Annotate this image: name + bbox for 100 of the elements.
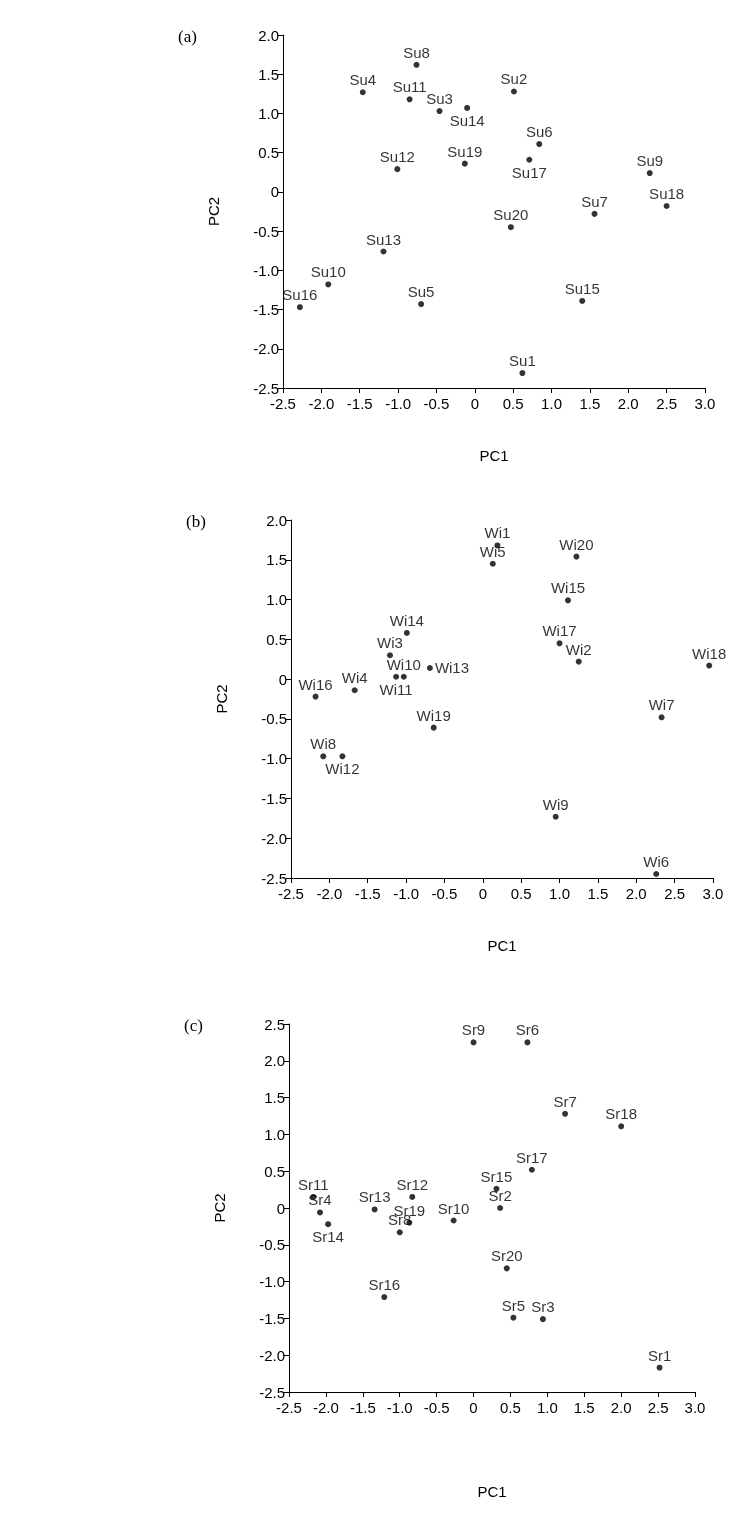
data-label: Su20 xyxy=(493,206,529,224)
point xyxy=(618,1123,625,1130)
data-label: Su10 xyxy=(310,263,346,281)
point xyxy=(562,1110,569,1117)
y-tick-label: 1.5 xyxy=(264,1089,285,1107)
y-tick-label: -0.5 xyxy=(259,1236,285,1254)
point xyxy=(519,370,526,377)
chart-title: (a) xyxy=(178,27,197,46)
data-label: Sr15 xyxy=(480,1167,513,1185)
data-label: Wi2 xyxy=(565,640,592,658)
y-axis-title: PC2 xyxy=(205,196,222,227)
point xyxy=(552,813,559,820)
x-tick-label: -2.0 xyxy=(312,1399,339,1416)
y-tick-label: -1.0 xyxy=(253,261,279,279)
point xyxy=(510,1314,517,1321)
x-tick-label: 3.0 xyxy=(694,395,716,412)
data-label: Wi15 xyxy=(550,579,586,597)
y-tick-label: -2.0 xyxy=(253,340,279,358)
point xyxy=(359,89,366,96)
point xyxy=(406,96,413,103)
data-label: Sr7 xyxy=(553,1092,577,1110)
x-tick-label: 2.5 xyxy=(647,1399,669,1416)
data-label: Sr11 xyxy=(298,1175,329,1193)
point xyxy=(591,210,598,217)
data-label: Sr16 xyxy=(368,1276,401,1294)
x-tick-label: -1.0 xyxy=(393,885,420,902)
y-tick-label: 2.5 xyxy=(264,1015,285,1033)
x-tick-label: 2.5 xyxy=(656,395,678,412)
y-tick-label: -1.5 xyxy=(259,1309,285,1327)
data-label: Wi14 xyxy=(389,611,424,629)
point xyxy=(464,104,471,111)
data-label: Su9 xyxy=(636,152,664,170)
y-tick-label: 0 xyxy=(278,670,287,688)
data-label: Sr4 xyxy=(308,1191,332,1209)
data-label: Su14 xyxy=(449,111,485,129)
data-label: Wi3 xyxy=(377,634,403,652)
data-label: Wi4 xyxy=(341,669,368,687)
y-tick-label: 0.5 xyxy=(258,144,279,162)
data-label: Su13 xyxy=(365,230,402,248)
x-tick-label: -1.5 xyxy=(354,885,381,902)
point xyxy=(658,714,665,721)
data-label: Sr12 xyxy=(396,1175,429,1193)
point xyxy=(351,687,358,694)
x-tick-label: 0 xyxy=(470,395,479,412)
point xyxy=(430,724,437,731)
x-tick-label: 1.0 xyxy=(541,395,562,412)
x-tick-label: 0.5 xyxy=(500,1399,521,1416)
y-tick-label: 0.5 xyxy=(264,1162,285,1180)
y-tick-label: 0 xyxy=(276,1199,285,1217)
x-tick-label: -2.0 xyxy=(316,885,343,902)
y-tick-label: -2.5 xyxy=(261,869,287,887)
y-tick-label: 2.0 xyxy=(258,26,279,44)
point xyxy=(450,1217,457,1224)
data-label: Wi1 xyxy=(484,524,511,542)
x-axis-title: PC1 xyxy=(477,1483,507,1500)
x-tick-label: -0.5 xyxy=(431,885,458,902)
point xyxy=(573,553,580,560)
point xyxy=(536,141,543,148)
y-tick-label: 2.0 xyxy=(264,1052,285,1070)
point xyxy=(381,1294,388,1301)
x-tick-label: 2.5 xyxy=(664,885,686,902)
y-tick-label: -0.5 xyxy=(261,710,287,728)
y-tick-label: 2.0 xyxy=(266,511,287,529)
data-label: Su12 xyxy=(379,148,415,166)
data-label: Sr6 xyxy=(515,1021,540,1039)
point xyxy=(296,304,303,311)
data-label: Wi8 xyxy=(310,735,337,753)
point xyxy=(579,297,586,304)
y-tick-label: 1.5 xyxy=(266,551,287,569)
data-label: Su2 xyxy=(500,70,528,88)
data-label: Wi5 xyxy=(479,542,506,560)
data-label: Wi7 xyxy=(648,696,675,714)
y-tick-label: -2.5 xyxy=(259,1383,285,1401)
data-label: Sr20 xyxy=(490,1247,523,1265)
y-tick-label: -1.5 xyxy=(261,789,287,807)
x-tick-label: -1.0 xyxy=(386,1399,413,1416)
x-tick-label: 0 xyxy=(478,885,487,902)
point xyxy=(320,753,327,760)
point xyxy=(706,662,713,669)
data-label: Su15 xyxy=(564,279,600,297)
y-tick-label: -0.5 xyxy=(253,222,279,240)
y-axis-title: PC2 xyxy=(213,684,230,714)
point xyxy=(403,629,410,636)
x-tick-label: 0.5 xyxy=(510,885,532,902)
x-axis-title: PC1 xyxy=(487,937,517,954)
point xyxy=(371,1206,378,1213)
point xyxy=(393,673,400,680)
x-tick-label: 2.0 xyxy=(610,1399,632,1416)
point xyxy=(418,301,425,308)
point xyxy=(539,1316,546,1323)
data-label: Wi16 xyxy=(298,675,333,693)
data-label: Sr10 xyxy=(437,1199,470,1217)
point xyxy=(396,1229,403,1236)
x-tick-label: 2.0 xyxy=(617,395,639,412)
data-label: Sr1 xyxy=(647,1346,672,1364)
x-tick-label: -1.0 xyxy=(385,395,412,412)
data-label: Sr9 xyxy=(461,1021,486,1039)
y-tick-label: -1.5 xyxy=(253,301,279,319)
x-tick-label: 0 xyxy=(469,1399,478,1416)
data-label: Su8 xyxy=(403,43,430,61)
